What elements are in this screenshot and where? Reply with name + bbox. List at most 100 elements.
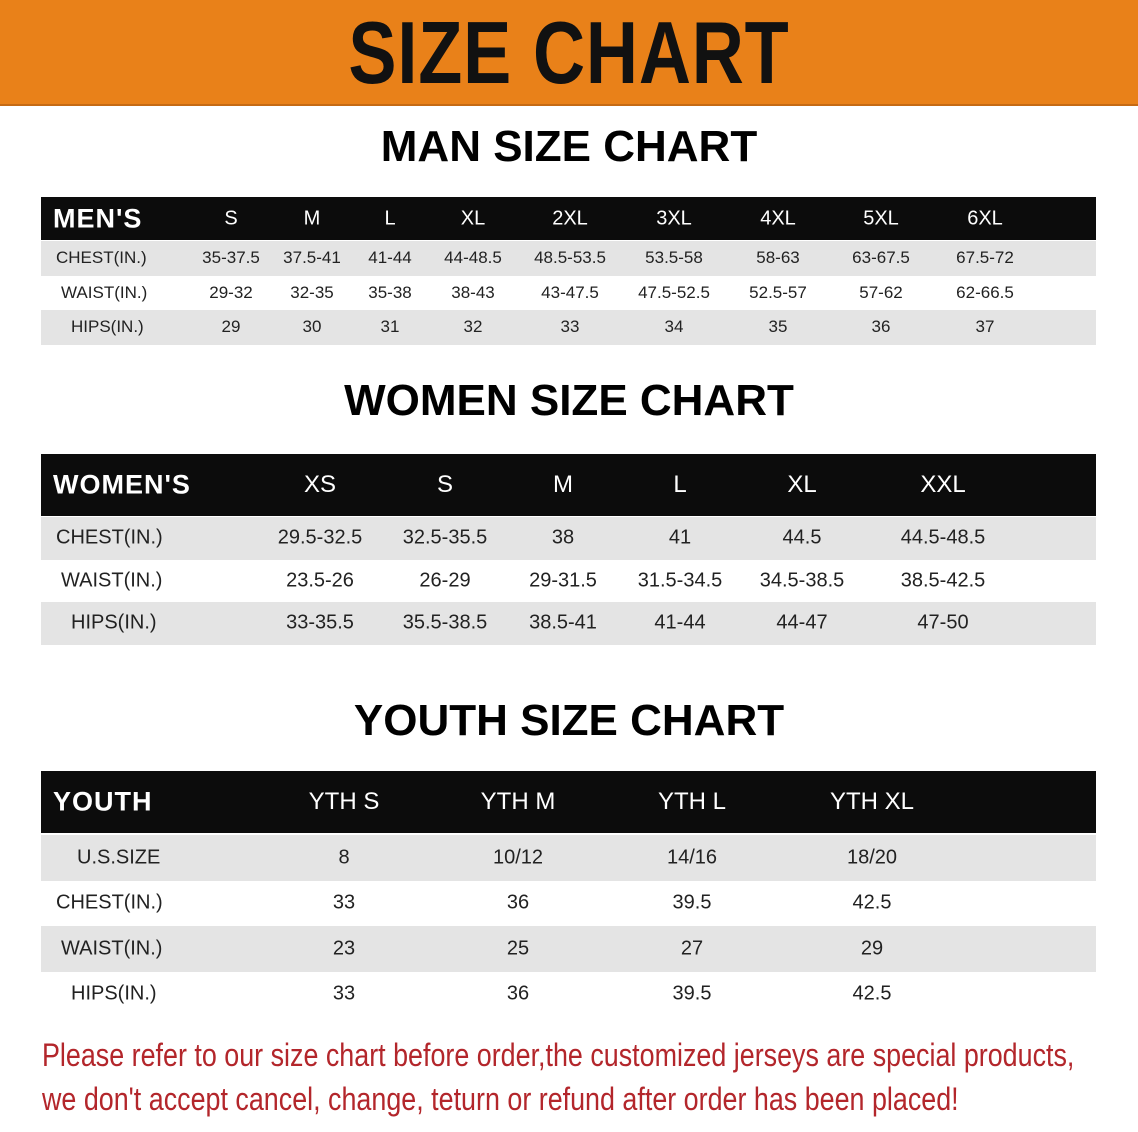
table-cell: 38.5-41 — [529, 611, 597, 634]
table-row: WAIST(IN.) 23.5-26 26-29 29-31.5 31.5-34.5 34… — [41, 559, 1096, 602]
table-cell: 37.5-41 — [283, 248, 341, 268]
table-cell: 29.5-32.5 — [277, 526, 363, 549]
table-row: WAIST(IN.) 23 25 27 29 — [41, 926, 1096, 972]
table-header-label: WOMEN'S — [53, 469, 191, 500]
row-label: HIPS(IN.) — [71, 982, 157, 1005]
table-row: CHEST(IN.) 35-37.5 37.5-41 41-44 44-48.5 48.5… — [41, 241, 1096, 276]
table-cell: 8 — [338, 846, 350, 869]
table-cell: 42.5 — [852, 982, 892, 1005]
size-chart-banner: SIZE CHART — [0, 0, 1138, 106]
table-header-row: YOUTH YTH S YTH M YTH L YTH XL — [41, 771, 1096, 833]
notice-line-2: we don't accept cancel, change, teturn o… — [42, 1081, 959, 1117]
table-cell: 30 — [302, 317, 322, 337]
table-cell: 38-43 — [451, 282, 495, 302]
table-cell: 29-31.5 — [529, 569, 597, 592]
row-label: U.S.SIZE — [77, 846, 161, 869]
table-row: CHEST(IN.) 33 36 39.5 42.5 — [41, 880, 1096, 926]
table-cell: 33 — [560, 317, 580, 337]
table-cell: 10/12 — [492, 846, 544, 869]
table-cell: 25 — [506, 937, 530, 960]
table-cell: 32-35 — [290, 282, 334, 302]
row-label: WAIST(IN.) — [61, 282, 148, 302]
table-header-label: YOUTH — [53, 786, 153, 817]
table-cell: 35 — [768, 317, 788, 337]
table-row: HIPS(IN.) 33-35.5 35.5-38.5 38.5-41 41-44 44-… — [41, 602, 1096, 645]
table-cell: 57-62 — [859, 282, 903, 302]
table-header-row: WOMEN'S XS S M L XL XXL — [41, 454, 1096, 516]
table-row: U.S.SIZE 8 10/12 14/16 18/20 — [41, 835, 1096, 881]
size-column-header: YTH M — [480, 788, 556, 815]
row-label: CHEST(IN.) — [56, 526, 163, 549]
table-cell: 67.5-72 — [956, 248, 1014, 268]
size-column-header: XXL — [920, 471, 966, 498]
size-column-header: S — [224, 207, 238, 229]
row-label: WAIST(IN.) — [61, 937, 163, 960]
table-row: WAIST(IN.) 29-32 32-35 35-38 38-43 43-47.5 47.… — [41, 275, 1096, 310]
table-cell: 39.5 — [672, 982, 712, 1005]
table-row: HIPS(IN.) 29 30 31 32 33 34 35 36 37 — [41, 310, 1096, 345]
table-cell: 18/20 — [846, 846, 898, 869]
table-cell: 53.5-58 — [645, 248, 703, 268]
size-column-header: XL — [787, 471, 817, 498]
row-label: HIPS(IN.) — [71, 611, 157, 634]
size-column-header: 6XL — [967, 207, 1003, 229]
table-cell: 33 — [332, 982, 356, 1005]
table-cell: 29 — [860, 937, 884, 960]
table-cell: 32 — [463, 317, 483, 337]
row-label: HIPS(IN.) — [71, 317, 144, 337]
table-cell: 36 — [506, 891, 530, 914]
table-cell: 58-63 — [756, 248, 800, 268]
table-cell: 35-37.5 — [202, 248, 260, 268]
table-cell: 41-44 — [368, 248, 412, 268]
table-cell: 47-50 — [917, 611, 969, 634]
size-column-header: YTH S — [308, 788, 380, 815]
table-row: CHEST(IN.) 29.5-32.5 32.5-35.5 38 41 44.5 44.5… — [41, 517, 1096, 560]
table-cell: 29 — [221, 317, 241, 337]
table-cell: 31 — [380, 317, 400, 337]
table-cell: 31.5-34.5 — [637, 569, 723, 592]
table-cell: 37 — [975, 317, 995, 337]
table-cell: 62-66.5 — [956, 282, 1014, 302]
table-cell: 34 — [664, 317, 684, 337]
size-column-header: S — [436, 471, 454, 498]
size-column-header: 5XL — [863, 207, 899, 229]
table-cell: 44.5-48.5 — [900, 526, 986, 549]
table-cell: 33-35.5 — [286, 611, 354, 634]
table-cell: 43-47.5 — [541, 282, 599, 302]
size-column-header: XL — [460, 207, 486, 229]
table-cell: 32.5-35.5 — [402, 526, 488, 549]
size-column-header: M — [303, 207, 321, 229]
size-column-header: YTH L — [657, 788, 727, 815]
size-column-header: M — [553, 471, 573, 498]
row-label: CHEST(IN.) — [56, 248, 147, 268]
notice-line-1: Please refer to our size chart before or… — [42, 1037, 1075, 1073]
table-header-row: MEN'S S M L XL 2XL 3XL 4XL 5XL 6XL — [41, 197, 1096, 240]
table-cell: 35-38 — [368, 282, 412, 302]
table-cell: 52.5-57 — [749, 282, 807, 302]
banner-title: SIZE CHART — [348, 3, 790, 102]
size-column-header: XS — [303, 471, 337, 498]
women-section-title: WOMEN SIZE CHART — [344, 376, 794, 425]
table-cell: 36 — [871, 317, 891, 337]
table-cell: 44.5 — [782, 526, 822, 549]
table-header-label: MEN'S — [53, 203, 143, 233]
table-cell: 26-29 — [419, 569, 471, 592]
table-cell: 41 — [668, 526, 692, 549]
youth-section-title: YOUTH SIZE CHART — [353, 696, 785, 745]
table-cell: 35.5-38.5 — [402, 611, 488, 634]
table-cell: 44-47 — [776, 611, 828, 634]
table-cell: 44-48.5 — [444, 248, 502, 268]
table-cell: 39.5 — [672, 891, 712, 914]
table-cell: 42.5 — [852, 891, 892, 914]
size-column-header: 2XL — [552, 207, 588, 229]
table-cell: 23.5-26 — [286, 569, 354, 592]
size-column-header: L — [384, 207, 396, 229]
table-cell: 38 — [551, 526, 575, 549]
table-cell: 23 — [332, 937, 356, 960]
men-section-title: MAN SIZE CHART — [380, 122, 758, 171]
table-cell: 34.5-38.5 — [759, 569, 845, 592]
table-cell: 41-44 — [654, 611, 706, 634]
table-cell: 27 — [680, 937, 704, 960]
row-label: WAIST(IN.) — [61, 569, 163, 592]
size-column-header: YTH XL — [829, 788, 915, 815]
